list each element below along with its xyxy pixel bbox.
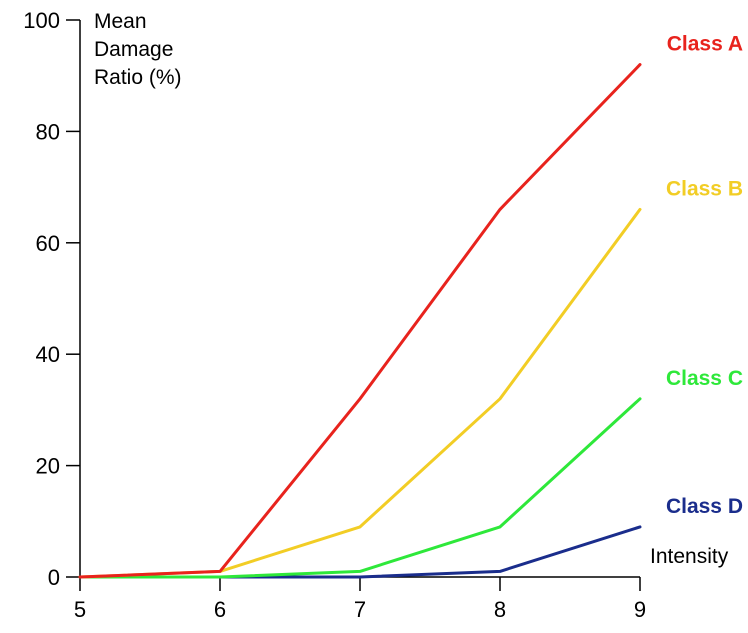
y-axis-label: Mean (94, 10, 147, 33)
series-label-class-c: Class C (666, 367, 743, 390)
y-ticks: 0 20 40 60 80 100 (23, 8, 80, 590)
y-tick-label: 80 (36, 119, 60, 144)
y-tick-label: 40 (36, 342, 60, 367)
x-axis-label: Intensity (650, 545, 729, 568)
y-tick-label: 20 (36, 454, 60, 479)
series-labels: Class A Class B Class C Class D (666, 33, 743, 518)
series-line-class-c (78, 397, 642, 579)
x-tick-label: 9 (634, 597, 646, 622)
x-ticks: 5 6 7 8 9 (74, 577, 646, 622)
series-label-class-b: Class B (666, 177, 743, 200)
x-tick-label: 8 (494, 597, 506, 622)
x-tick-label: 6 (214, 597, 226, 622)
y-tick-label: 0 (48, 565, 60, 590)
y-axis-label: Ratio (%) (94, 66, 182, 89)
y-tick-label: 60 (36, 231, 60, 256)
series-line-class-a (78, 63, 642, 579)
series-label-class-d: Class D (666, 495, 743, 518)
axes (79, 20, 640, 578)
y-tick-label: 100 (23, 8, 60, 33)
y-axis-label: Damage (94, 38, 173, 61)
x-tick-label: 5 (74, 597, 86, 622)
series-group (78, 63, 642, 579)
series-line-class-d (78, 525, 642, 579)
series-line-class-b (78, 207, 642, 579)
series-label-class-a: Class A (667, 33, 743, 56)
x-tick-label: 7 (354, 597, 366, 622)
